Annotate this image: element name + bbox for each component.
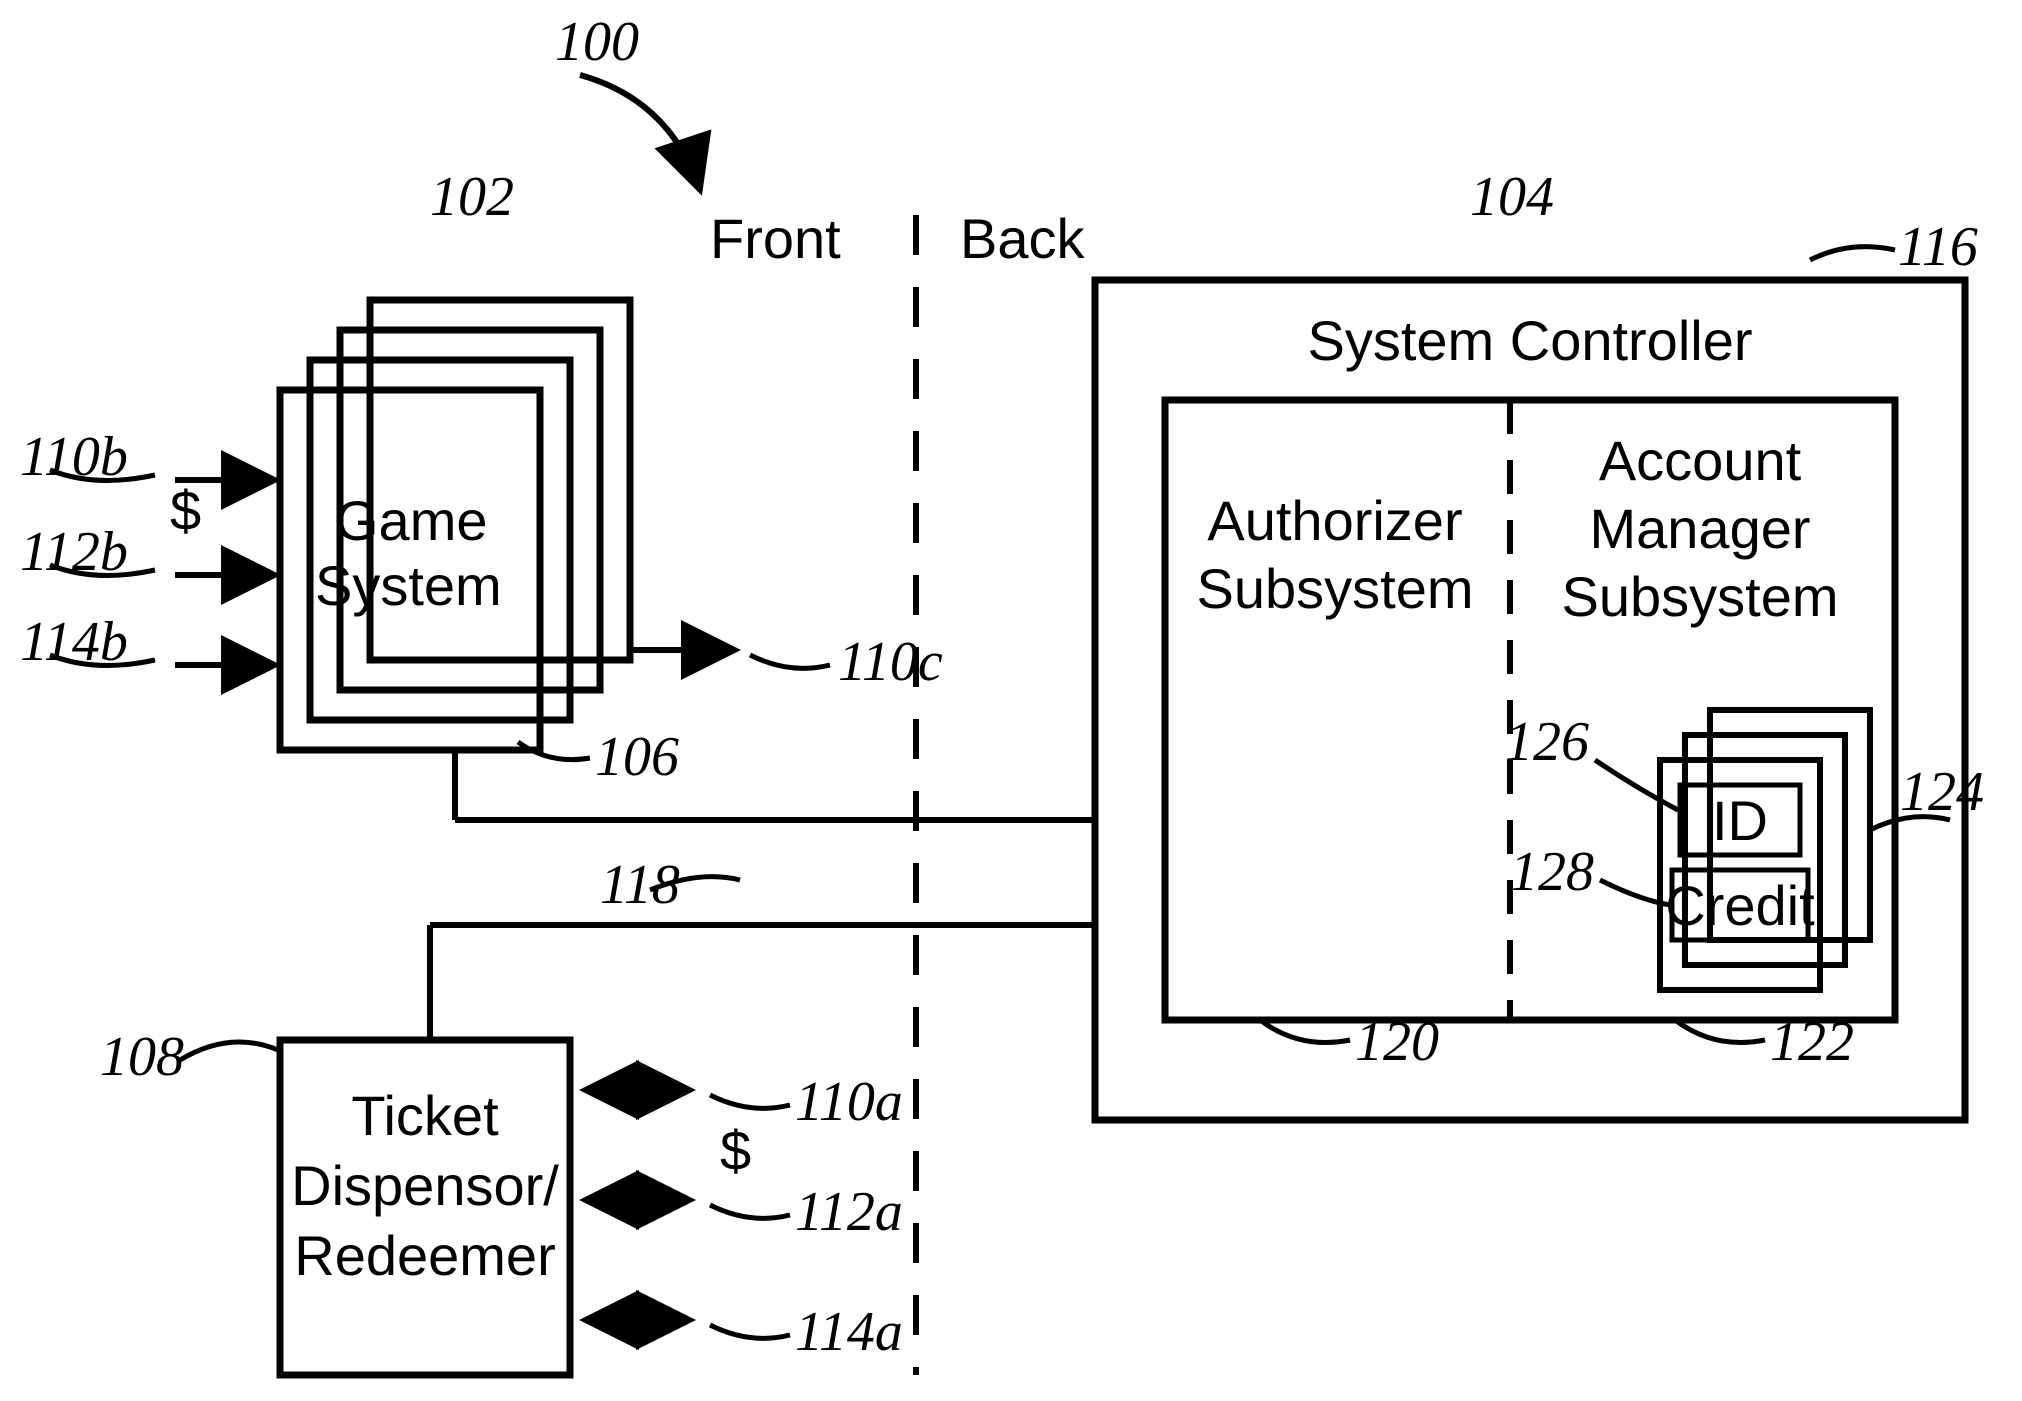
ref-108: 108 [100,1026,184,1088]
label-game-system-l2: System [315,554,502,617]
label-system-controller: System Controller [1307,309,1752,372]
leader-112a [710,1205,790,1218]
label-credit: Credit [1665,874,1815,937]
system-controller-box [1095,280,1965,1120]
label-ticket-l2: Dispensor/ [291,1154,559,1217]
ref-126: 126 [1505,711,1589,773]
label-back: Back [960,207,1085,270]
ref-128: 128 [1510,841,1594,903]
ref-116: 116 [1898,216,1978,278]
ref-114a: 114a [795,1301,903,1363]
label-id: ID [1712,789,1768,852]
ref-120: 120 [1355,1011,1439,1073]
leader-114a [710,1325,790,1338]
ref-114b: 114b [20,611,128,673]
arrow-100 [580,75,700,190]
account-record-stack: ID Credit [1660,710,1870,990]
ref-124: 124 [1900,761,1984,823]
leader-126 [1595,760,1678,810]
dollar-front: $ [170,479,201,542]
ref-110a: 110a [795,1071,903,1133]
game-system-stack: Game System [280,300,630,750]
label-acct-l2: Manager [1589,497,1810,560]
label-acct-l3: Subsystem [1562,565,1839,628]
label-game-system-l1: Game [335,489,488,552]
leader-106 [518,742,590,760]
ref-110c: 110c [838,631,943,693]
ticket-dispenser-redeemer: Ticket Dispensor/ Redeemer [280,1040,570,1375]
ref-110b: 110b [20,426,128,488]
ref-118: 118 [600,854,680,916]
leader-110a [710,1095,790,1108]
label-ticket-l3: Redeemer [294,1224,555,1287]
diagram-canvas: 100 102 104 Front Back Game System 106 1… [0,0,2022,1401]
label-acct-l1: Account [1599,429,1802,492]
leader-116 [1810,247,1895,260]
label-authorizer-l1: Authorizer [1207,489,1462,552]
label-front: Front [710,207,841,270]
ref-112b: 112b [20,521,128,583]
ref-100: 100 [555,11,639,73]
ref-102: 102 [430,166,514,228]
ref-104: 104 [1470,166,1554,228]
label-authorizer-l2: Subsystem [1197,557,1474,620]
ref-122: 122 [1770,1011,1854,1073]
leader-108 [180,1042,278,1060]
label-ticket-l1: Ticket [351,1084,499,1147]
ref-106: 106 [595,726,679,788]
dollar-back: $ [720,1119,751,1182]
leader-110c [750,655,830,668]
ref-112a: 112a [795,1181,903,1243]
